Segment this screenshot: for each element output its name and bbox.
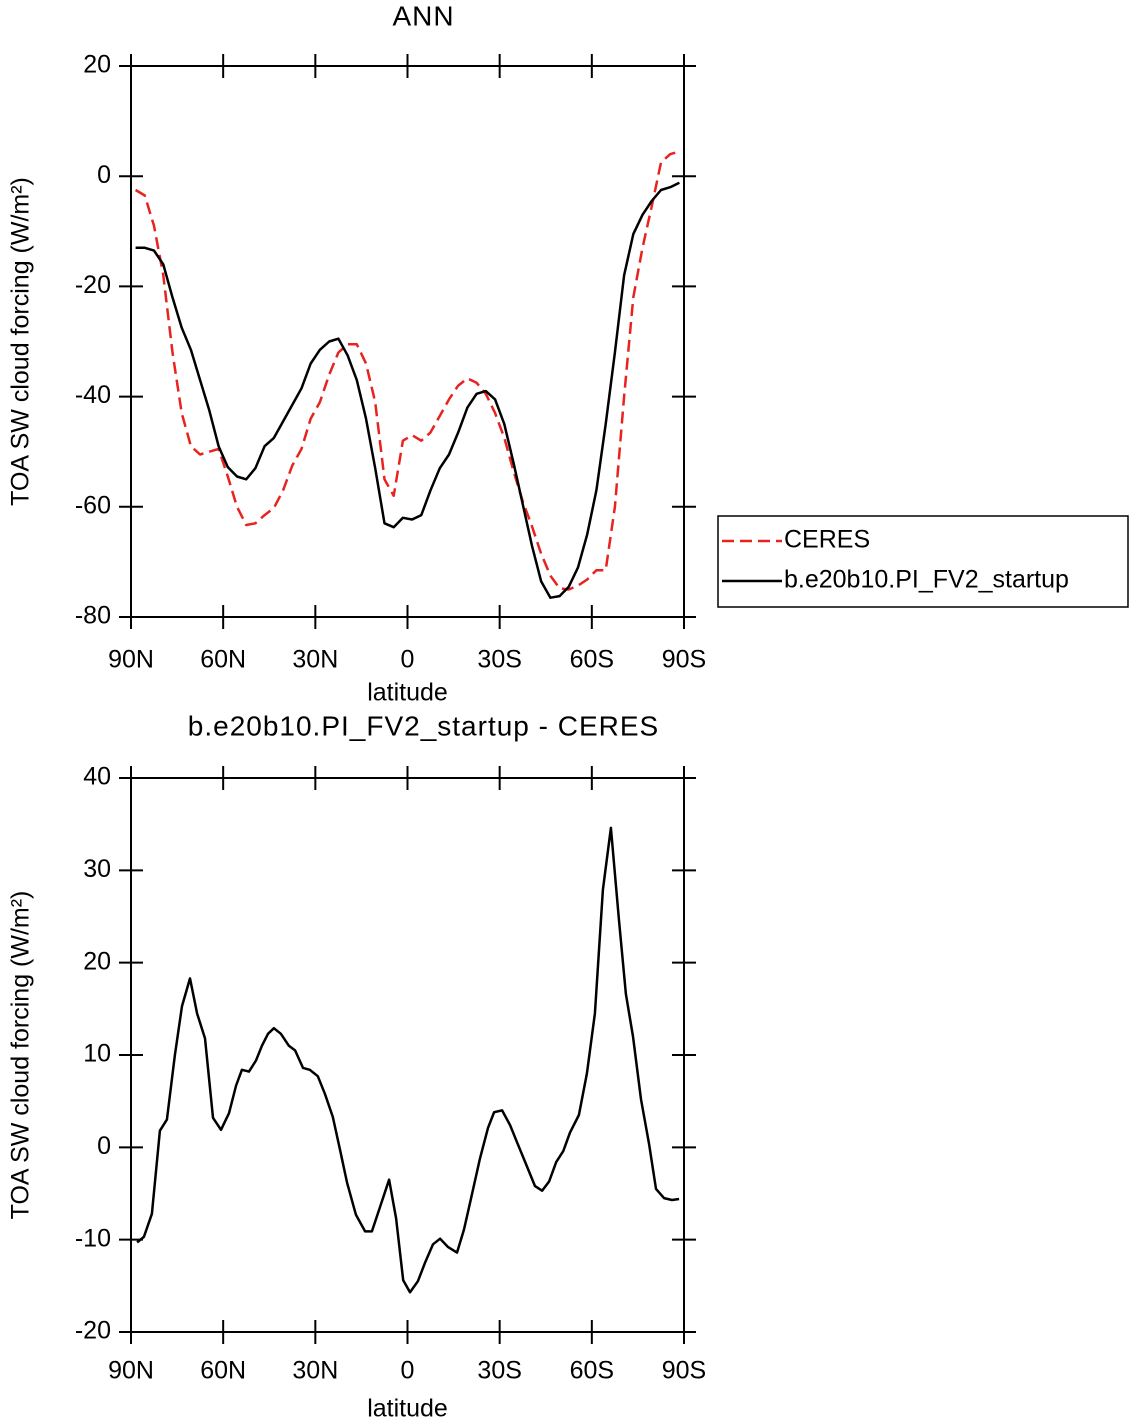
legend-box [717, 515, 1129, 608]
y-tick-label: -80 [75, 602, 111, 630]
x-tick-label: 90N [108, 646, 154, 674]
x-tick-label: 60N [200, 646, 246, 674]
y-tick-label: -60 [75, 491, 111, 519]
y-tick-label: 0 [97, 161, 111, 189]
x-tick-label: 30S [477, 1357, 521, 1385]
x-tick-label: 90S [662, 646, 706, 674]
x-tick-label: 90S [662, 1357, 706, 1385]
chart-title: b.e20b10.PI_FV2_startup - CERES [188, 710, 659, 741]
x-tick-label: 30S [477, 646, 521, 674]
x-tick-label: 60S [570, 1357, 614, 1385]
y-axis-label: TOA SW cloud forcing (W/m²) [7, 177, 35, 506]
data-line [135, 181, 680, 599]
legend-label: b.e20b10.PI_FV2_startup [784, 566, 1069, 594]
x-tick-label: 30N [292, 1357, 338, 1385]
y-tick-label: -20 [75, 1317, 111, 1345]
legend-label: CERES [784, 526, 870, 554]
x-tick-label: 90N [108, 1357, 154, 1385]
x-axis-label: latitude [367, 679, 448, 707]
y-tick-label: -20 [75, 271, 111, 299]
y-tick-label: 20 [83, 947, 111, 975]
x-tick-label: 60S [570, 646, 614, 674]
y-axis-label: TOA SW cloud forcing (W/m²) [7, 891, 35, 1220]
data-line [134, 150, 680, 591]
x-tick-label: 60N [200, 1357, 246, 1385]
y-tick-label: -10 [75, 1224, 111, 1252]
x-axis-label: latitude [367, 1395, 448, 1423]
y-tick-label: 30 [83, 855, 111, 883]
y-tick-label: 40 [83, 763, 111, 791]
plot-frame [130, 65, 685, 618]
plot-frame [130, 777, 685, 1333]
chart-title: ANN [392, 0, 454, 31]
x-tick-label: 0 [401, 646, 415, 674]
y-tick-label: -40 [75, 381, 111, 409]
data-line [136, 826, 680, 1294]
y-tick-label: 20 [83, 51, 111, 79]
x-tick-label: 30N [292, 646, 338, 674]
x-tick-label: 0 [401, 1357, 415, 1385]
y-tick-label: 10 [83, 1040, 111, 1068]
y-tick-label: 0 [97, 1132, 111, 1160]
